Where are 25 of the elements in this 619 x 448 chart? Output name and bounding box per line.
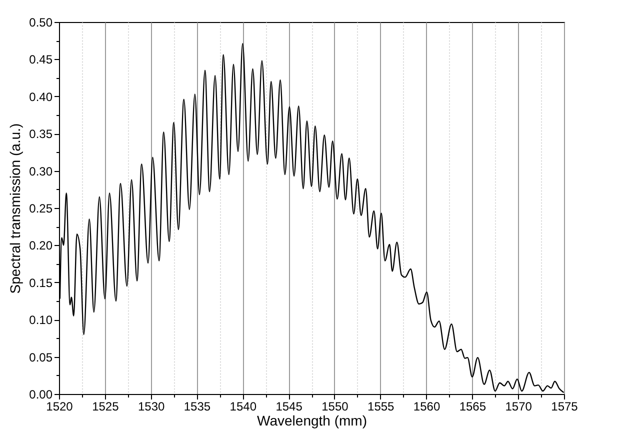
x-tick-label: 1540: [230, 400, 257, 414]
y-tick-label: 0.20: [29, 238, 53, 253]
y-axis-title: Spectral transmission (a.u.): [7, 123, 24, 294]
y-tick-label: 0.50: [29, 16, 53, 30]
x-tick-label: 1555: [368, 400, 395, 414]
x-tick-label: 1535: [184, 400, 211, 414]
y-tick-label: 0.35: [29, 127, 53, 142]
x-tick-label: 1520: [46, 400, 74, 414]
y-tick-label: 0.25: [29, 202, 53, 216]
x-tick-label: 1545: [276, 400, 303, 414]
x-tick-label: 1575: [551, 400, 578, 414]
y-tick-label: 0.30: [29, 164, 53, 178]
y-tick-label: 0.15: [29, 276, 53, 290]
x-tick-label: 1560: [413, 400, 440, 414]
y-tick-label: 0.45: [29, 52, 53, 67]
x-tick-label: 1565: [459, 400, 486, 414]
y-tick-label: 0.10: [29, 313, 53, 328]
x-tick-label: 1525: [92, 400, 120, 414]
x-tick-label: 1530: [138, 400, 165, 414]
y-tick-label: 0.40: [29, 90, 53, 104]
y-tick-label: 0.00: [29, 388, 53, 402]
y-tick-label: 0.05: [29, 350, 53, 364]
x-axis-title: Wavelength (mm): [257, 412, 367, 428]
x-tick-label: 1570: [505, 400, 532, 414]
x-tick-label: 1550: [322, 400, 349, 414]
